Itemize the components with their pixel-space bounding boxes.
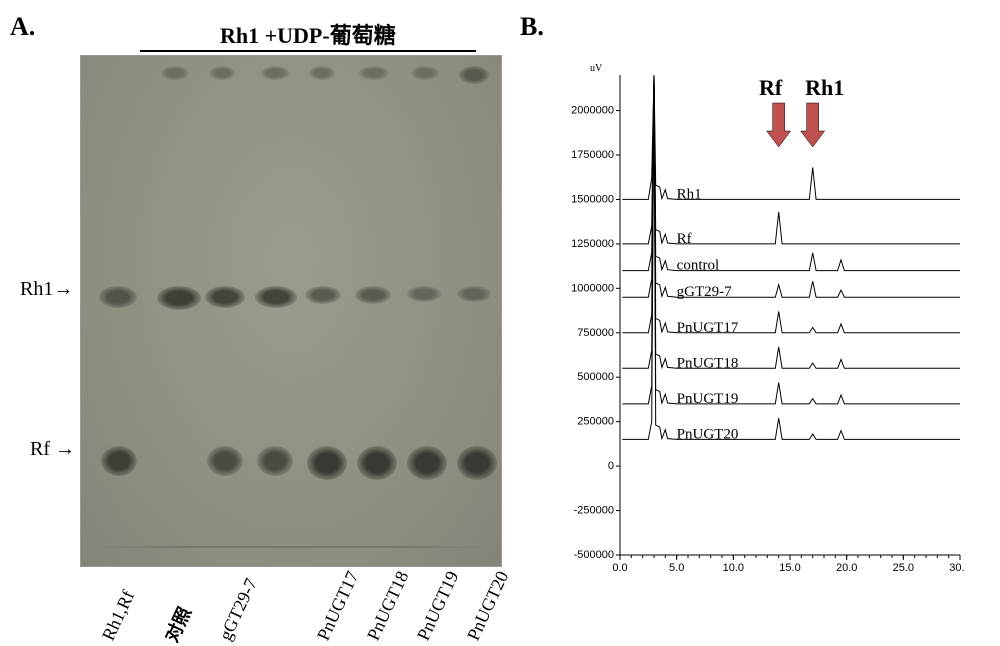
- tlc-spot: [305, 286, 341, 304]
- svg-text:1750000: 1750000: [571, 149, 614, 161]
- svg-text:uV: uV: [590, 63, 603, 74]
- tlc-spot: [357, 446, 397, 480]
- svg-text:250000: 250000: [577, 416, 614, 428]
- tlc-spot: [407, 446, 447, 480]
- tlc-spot: [457, 446, 497, 480]
- svg-text:Rh1: Rh1: [805, 75, 844, 100]
- tlc-spot: [205, 286, 245, 308]
- tlc-spot: [101, 446, 137, 476]
- svg-text:PnUGT17: PnUGT17: [677, 320, 739, 336]
- svg-text:10.0: 10.0: [723, 562, 744, 574]
- svg-text:1250000: 1250000: [571, 238, 614, 250]
- svg-text:-500000: -500000: [574, 549, 614, 561]
- svg-text:PnUGT19: PnUGT19: [677, 391, 739, 407]
- svg-text:0: 0: [608, 460, 614, 472]
- lane-label: Rh1,Rf: [98, 587, 139, 643]
- tlc-spot: [459, 66, 489, 84]
- svg-text:PnUGT20: PnUGT20: [677, 426, 739, 442]
- tlc-spot: [355, 286, 391, 304]
- arrow-icon: →: [55, 438, 75, 461]
- tlc-spot: [407, 286, 441, 302]
- tlc-spot: [255, 286, 297, 308]
- svg-text:1500000: 1500000: [571, 193, 614, 205]
- svg-text:1000000: 1000000: [571, 282, 614, 294]
- svg-text:5.0: 5.0: [669, 562, 684, 574]
- panel-a: A. Rh1 +UDP-葡萄糖 Rh1→ Rf → Rh1,Rf对照gGT29-…: [10, 10, 520, 620]
- svg-text:Rf: Rf: [677, 231, 692, 247]
- side-label-rh1: Rh1→: [20, 278, 73, 301]
- tlc-spot: [261, 66, 289, 80]
- tlc-spot: [307, 446, 347, 480]
- lane-label: PnUGT17: [313, 568, 363, 644]
- svg-text:25.0: 25.0: [893, 562, 914, 574]
- tlc-baseline: [91, 546, 491, 548]
- svg-text:Rf: Rf: [759, 75, 783, 100]
- lane-label: PnUGT18: [363, 568, 413, 644]
- svg-text:PnUGT18: PnUGT18: [677, 355, 739, 371]
- tlc-plate: [80, 55, 500, 565]
- side-label-rf: Rf →: [30, 438, 75, 461]
- chart-svg: -500000 -250000 0 250000 500000 750000 1000000…: [565, 55, 965, 585]
- chromatogram-chart: -500000 -250000 0 250000 500000 750000 1000000…: [565, 55, 965, 585]
- svg-text:2000000: 2000000: [571, 105, 614, 117]
- tlc-spot: [457, 286, 491, 302]
- tlc-image: [80, 55, 502, 567]
- lane-label: gGT29-7: [215, 575, 262, 644]
- side-label-rf-text: Rf: [30, 438, 50, 460]
- tlc-spot: [157, 286, 201, 310]
- svg-text:control: control: [677, 258, 719, 274]
- panel-b-label: B.: [520, 12, 544, 42]
- lane-label: PnUGT19: [413, 568, 463, 644]
- svg-text:30.0: 30.0: [949, 562, 965, 574]
- svg-text:20.0: 20.0: [836, 562, 857, 574]
- svg-text:750000: 750000: [577, 327, 614, 339]
- svg-text:0.0: 0.0: [612, 562, 627, 574]
- svg-text:Rh1: Rh1: [677, 186, 702, 202]
- lane-label: 对照: [158, 602, 197, 646]
- svg-text:15.0: 15.0: [779, 562, 800, 574]
- panel-b: B. -500000 -250000 0 250000 500000 750000 1000…: [520, 10, 990, 620]
- tlc-spot: [411, 66, 439, 80]
- side-label-rh1-text: Rh1: [20, 278, 53, 300]
- panel-a-label: A.: [10, 12, 35, 42]
- tlc-spot: [209, 66, 235, 80]
- panel-a-top-text: Rh1 +UDP-葡萄糖: [140, 18, 476, 52]
- tlc-spot: [99, 286, 137, 308]
- lane-label: PnUGT20: [463, 568, 513, 644]
- svg-text:500000: 500000: [577, 371, 614, 383]
- svg-text:-250000: -250000: [574, 505, 614, 517]
- tlc-spot: [309, 66, 335, 80]
- tlc-spot: [359, 66, 389, 80]
- tlc-spot: [161, 66, 189, 80]
- tlc-spot: [257, 446, 293, 476]
- tlc-spot: [207, 446, 243, 476]
- arrow-icon: →: [53, 278, 73, 301]
- svg-text:gGT29-7: gGT29-7: [677, 284, 732, 300]
